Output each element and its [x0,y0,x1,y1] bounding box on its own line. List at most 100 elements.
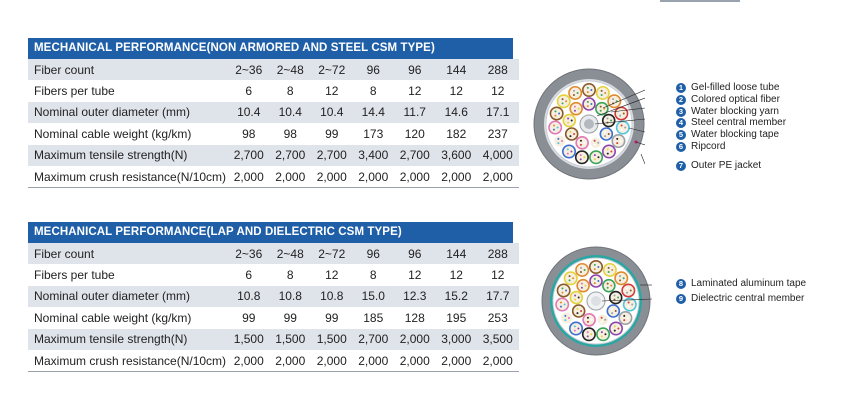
loose-tube-icon [552,134,567,149]
optical-fiber-icon [590,318,593,321]
optical-fiber-icon [561,291,564,294]
optical-fiber-icon [577,107,580,110]
row-label: Maximum crush resistance(N/10cm) [28,165,228,189]
optical-fiber-icon [606,282,609,285]
optical-fiber-icon [566,152,569,155]
table-cell: 96 [394,243,436,265]
loose-tube-icon [606,304,621,318]
optical-fiber-icon [597,280,600,282]
row-label: Fiber count [28,59,228,81]
optical-fiber-icon [552,128,555,131]
loose-tube-icon [564,127,579,141]
loose-tube-icon [622,297,637,312]
optical-fiber-icon [586,331,589,334]
table-cell: 1,500 [269,328,311,350]
optical-fiber-icon [604,130,607,133]
optical-fiber-icon [574,294,577,297]
table-cell: 128 [394,307,436,329]
optical-fiber-icon [569,130,572,133]
optical-fiber-icon [579,158,582,161]
loose-tube-icon [602,278,616,293]
table-cell: 15.2 [435,285,477,308]
table-cell: 3,500 [477,328,519,350]
loose-tube-icon [569,290,584,305]
optical-fiber-icon [590,333,593,336]
table-cell: 10.4 [311,101,353,124]
table-cell: 8 [352,264,394,286]
loose-tube-icon [575,135,589,150]
legend-label: Steel central member [691,117,787,128]
table-cell: 12 [394,264,436,286]
optical-fiber-icon [619,114,622,117]
optical-fiber-icon [613,298,616,301]
optical-fiber-icon [593,263,596,266]
number-badge: 1 [676,82,686,93]
loose-tube-icon [575,262,590,277]
table-cell: 2,000 [394,349,436,373]
optical-fiber-icon [610,284,613,287]
table-cell: 8 [269,80,311,102]
legend-item: 7 Outer PE jacket [676,160,761,171]
optical-fiber-icon [593,277,596,280]
top-divider-line [660,0,740,2]
table-cell: 12.3 [394,285,436,308]
table-cell: 1,500 [228,328,270,350]
optical-fiber-icon [612,98,615,101]
table-title: MECHANICAL PERFORMANCE(NON ARMORED AND S… [28,38,513,59]
optical-fiber-icon [573,329,576,332]
optical-fiber-icon [579,271,582,274]
cable-cross-section-lap-dielectric-icon [541,246,652,356]
optical-fiber-icon [603,107,606,110]
row-label: Fibers per tube [28,80,228,102]
optical-fiber-icon [576,91,579,94]
table-cell: 12 [477,80,519,102]
loose-tube-icon [614,271,629,286]
optical-fiber-icon [600,94,603,97]
optical-fiber-icon [563,303,566,306]
table-cell: 99 [311,307,353,329]
optical-fiber-icon [607,133,610,135]
optical-fiber-icon [593,158,596,161]
optical-fiber-icon [604,333,607,336]
optical-fiber-icon [611,268,614,271]
optical-fiber-icon [573,133,576,135]
row-label: Nominal cable weight (kg/km) [28,307,228,329]
optical-fiber-icon [631,303,634,306]
optical-fiber-icon [623,319,626,322]
table-cell: 12 [311,264,353,286]
legend-item: 4 Steel central member [676,117,786,128]
legend-label: Water blocking yarn [691,106,779,117]
optical-fiber-icon [564,314,567,317]
row-label: Maximum tensile strength(N) [28,144,228,166]
legend-item: 1 Gel-filled loose tube [676,82,779,93]
loose-tube-icon [618,311,633,326]
loose-tube-icon [582,97,596,111]
loose-tube-icon [588,260,603,274]
optical-fiber-icon [599,105,602,108]
table-cell: 12 [311,80,353,102]
optical-fiber-icon [627,301,630,304]
table-cell: 2,000 [228,165,270,189]
optical-fiber-icon [617,296,620,299]
optical-fiber-icon [568,275,571,278]
optical-fiber-icon [600,335,603,338]
optical-fiber-icon [561,102,564,105]
table-cell: 98 [228,123,270,145]
row-label: Maximum crush resistance(N/10cm) [28,349,228,373]
loose-tube-icon [555,297,570,312]
optical-fiber-icon [622,277,625,280]
loose-tube-icon [581,83,596,97]
optical-fiber-icon [586,100,589,103]
optical-fiber-icon [613,325,616,328]
table-cell: 10.8 [311,285,353,308]
table-cell: 253 [477,307,519,329]
number-badge: 3 [676,106,686,117]
table-section-non-armored: MECHANICAL PERFORMANCE(NON ARMORED AND S… [28,38,519,189]
table-row: Maximum tensile strength(N) 1,500 1,500 1,5… [28,328,519,350]
optical-fiber-icon [573,109,576,112]
loose-tube-icon [559,311,574,326]
number-badge: 4 [676,117,686,128]
optical-fiber-icon [586,320,589,323]
table-cell: 2,700 [394,144,436,166]
loose-tube-icon [601,144,616,159]
